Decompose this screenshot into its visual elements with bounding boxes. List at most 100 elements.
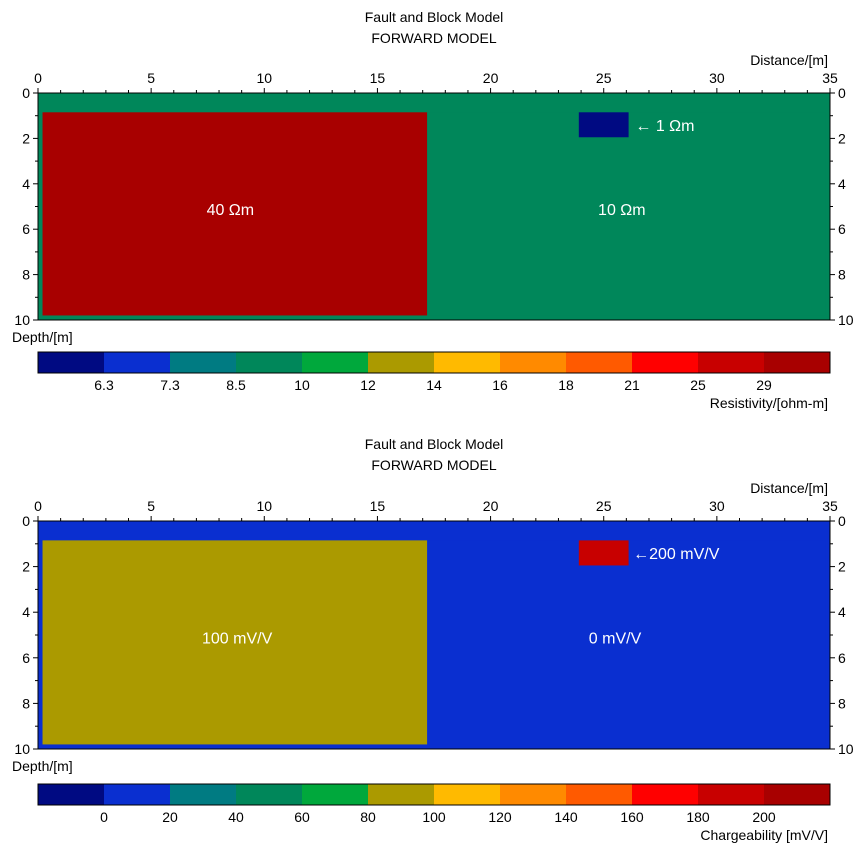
colorbar-swatch (566, 784, 633, 805)
colorbar-tick-label: 0 (100, 809, 108, 825)
block-annotation: 40 Ωm (207, 202, 255, 219)
x-tick-label: 0 (34, 70, 42, 86)
block-annotation: 10 Ωm (598, 202, 646, 219)
y-tick-label-right: 10 (838, 741, 854, 757)
y-tick-label-left: 8 (22, 267, 30, 283)
colorbar-tick-label: 40 (228, 809, 244, 825)
colorbar-tick-label: 60 (294, 809, 310, 825)
x-tick-label: 35 (822, 498, 838, 514)
x-tick-label: 25 (596, 498, 612, 514)
y-tick-label-left: 10 (14, 312, 30, 328)
chart-panel-2: Fault and Block Model FORWARD MODEL Distan… (12, 436, 854, 843)
y-tick-label-left: 4 (22, 176, 30, 192)
x-tick-label: 30 (709, 70, 725, 86)
y-tick-label-left: 8 (22, 695, 30, 711)
x-tick-label: 35 (822, 70, 838, 86)
colorbar-swatch (170, 352, 237, 373)
x-axis-label: Distance/[m] (750, 52, 828, 68)
colorbar-tick-label: 8.5 (226, 377, 246, 393)
colorbar-tick-label: 100 (422, 809, 446, 825)
colorbar-swatch (566, 352, 633, 373)
model-block-2 (427, 112, 826, 316)
chart-subtitle: FORWARD MODEL (371, 30, 496, 46)
colorbar-swatch (632, 352, 699, 373)
y-tick-label-left: 2 (22, 130, 30, 146)
colorbar-tick-label: 120 (488, 809, 512, 825)
x-tick-label: 25 (596, 70, 612, 86)
y-tick-label-right: 10 (838, 312, 854, 328)
colorbar-tick-label: 10 (294, 377, 310, 393)
y-tick-label-left: 10 (14, 741, 30, 757)
colorbar-swatch (38, 784, 105, 805)
x-tick-label: 20 (483, 70, 499, 86)
colorbar-swatch (104, 352, 171, 373)
block-annotation: ← 1 Ωm (635, 118, 694, 135)
model-block-2 (427, 540, 826, 745)
colorbar-tick-label: 200 (752, 809, 776, 825)
y-axis-label: Depth/[m] (12, 758, 73, 774)
y-tick-label-right: 6 (838, 650, 846, 666)
colorbar-swatch (764, 352, 831, 373)
x-tick-label: 15 (370, 70, 386, 86)
y-axis-label: Depth/[m] (12, 329, 73, 345)
y-tick-label-left: 4 (22, 604, 30, 620)
colorbar-tick-label: 21 (624, 377, 640, 393)
x-tick-label: 10 (256, 70, 272, 86)
y-tick-label-right: 4 (838, 176, 846, 192)
colorbar-swatch (302, 784, 369, 805)
y-tick-label-left: 0 (22, 513, 30, 529)
colorbar-swatch (302, 352, 369, 373)
colorbar-tick-label: 6.3 (94, 377, 114, 393)
x-tick-label: 5 (147, 70, 155, 86)
colorbar-swatch (170, 784, 237, 805)
colorbar-swatch (434, 352, 501, 373)
y-tick-label-right: 0 (838, 85, 846, 101)
colorbar-swatch (368, 784, 435, 805)
y-tick-label-left: 2 (22, 559, 30, 575)
block-annotation: ←200 mV/V (633, 546, 720, 563)
y-tick-label-left: 6 (22, 221, 30, 237)
colorbar-swatch (236, 352, 303, 373)
colorbar-swatch (500, 784, 567, 805)
colorbar-tick-label: 140 (554, 809, 578, 825)
colorbar-swatch (698, 352, 765, 373)
y-tick-label-right: 0 (838, 513, 846, 529)
chart-title: Fault and Block Model (365, 436, 504, 452)
model-block-1 (42, 112, 428, 316)
x-tick-label: 20 (483, 498, 499, 514)
colorbar-swatch (698, 784, 765, 805)
colorbar-tick-label: 16 (492, 377, 508, 393)
x-axis-label: Distance/[m] (750, 480, 828, 496)
colorbar-tick-label: 80 (360, 809, 376, 825)
y-tick-label-left: 0 (22, 85, 30, 101)
colorbar-tick-label: 14 (426, 377, 442, 393)
colorbar-tick-label: 29 (756, 377, 772, 393)
colorbar-swatch (104, 784, 171, 805)
colorbar-tick-label: 18 (558, 377, 574, 393)
x-tick-label: 15 (370, 498, 386, 514)
x-tick-label: 10 (256, 498, 272, 514)
model-block-3 (578, 540, 629, 566)
chart-subtitle: FORWARD MODEL (371, 457, 496, 473)
y-tick-label-right: 2 (838, 559, 846, 575)
colorbar-swatch (764, 784, 831, 805)
block-annotation: 0 mV/V (589, 630, 642, 647)
model-block-3 (578, 112, 629, 138)
y-tick-label-right: 2 (838, 130, 846, 146)
colorbar-tick-label: 180 (686, 809, 710, 825)
colorbar-tick-label: 160 (620, 809, 644, 825)
colorbar-swatch (236, 784, 303, 805)
y-tick-label-right: 8 (838, 267, 846, 283)
colorbar-frame (37, 351, 831, 374)
colorbar-tick-label: 20 (162, 809, 178, 825)
model-block-1 (42, 540, 428, 745)
colorbar-tick-label: 7.3 (160, 377, 180, 393)
block-annotation: 100 mV/V (202, 630, 273, 647)
y-tick-label-right: 6 (838, 221, 846, 237)
colorbar-tick-label: 25 (690, 377, 706, 393)
colorbar-swatch (368, 352, 435, 373)
x-tick-label: 30 (709, 498, 725, 514)
y-tick-label-right: 8 (838, 695, 846, 711)
colorbar-swatch (434, 784, 501, 805)
